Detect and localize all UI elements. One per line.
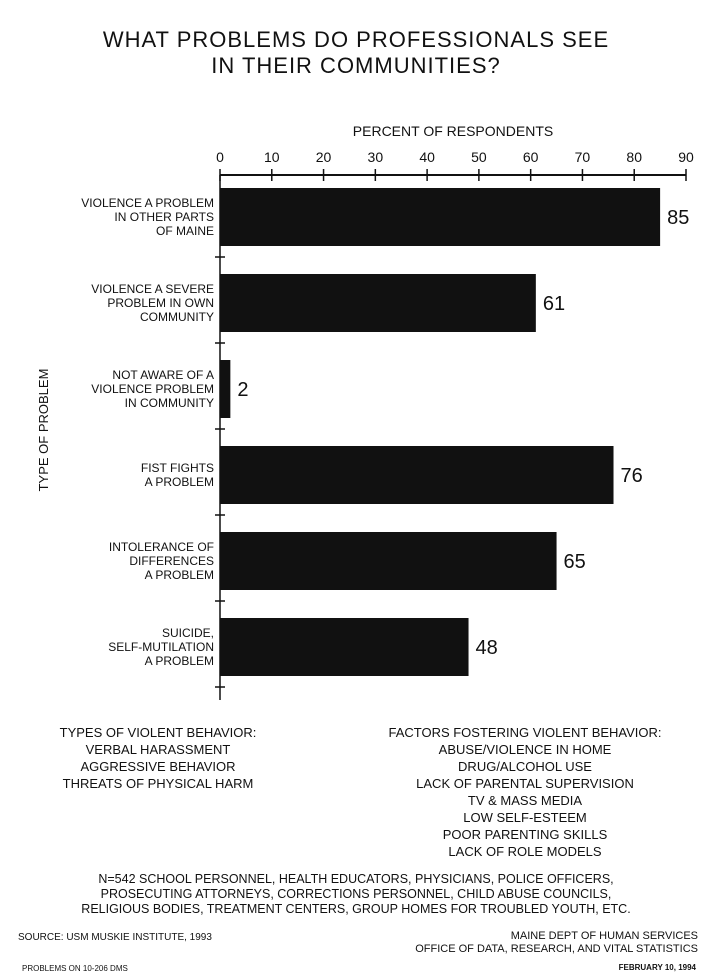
fostering-factors-list: FACTORS FOSTERING VIOLENT BEHAVIOR: ABUS… bbox=[350, 724, 700, 860]
category-label: A PROBLEM bbox=[145, 654, 214, 668]
category-label: VIOLENCE A SEVERE bbox=[91, 282, 214, 296]
category-label: A PROBLEM bbox=[145, 475, 214, 489]
category-label: DIFFERENCES bbox=[129, 554, 214, 568]
publisher-credit: MAINE DEPT OF HUMAN SERVICES OFFICE OF D… bbox=[415, 930, 698, 956]
x-axis-label: PERCENT OF RESPONDENTS bbox=[353, 123, 553, 139]
chart-title-line-1: WHAT PROBLEMS DO PROFESSIONALS SEE bbox=[102, 27, 610, 52]
category-label: NOT AWARE OF A bbox=[112, 368, 214, 382]
y-axis-label: TYPE OF PROBLEM bbox=[36, 369, 51, 492]
x-tick-label: 40 bbox=[419, 149, 435, 165]
x-tick-label: 70 bbox=[575, 149, 591, 165]
x-tick-label: 60 bbox=[523, 149, 539, 165]
factors-item: LACK OF ROLE MODELS bbox=[448, 844, 602, 859]
factors-item: DRUG/ALCOHOL USE bbox=[458, 759, 592, 774]
bar-value-label: 48 bbox=[476, 637, 498, 659]
bar-value-label: 65 bbox=[564, 551, 586, 573]
category-label: SELF-MUTILATION bbox=[108, 640, 214, 654]
factors-item: ABUSE/VIOLENCE IN HOME bbox=[438, 742, 612, 757]
bar-value-label: 85 bbox=[667, 207, 689, 229]
category-label: VIOLENCE A PROBLEM bbox=[81, 196, 214, 210]
x-tick-label: 0 bbox=[216, 149, 224, 165]
footnote-line: PROSECUTING ATTORNEYS, CORRECTIONS PERSO… bbox=[100, 887, 612, 901]
bar bbox=[220, 446, 614, 504]
bar-value-label: 61 bbox=[543, 293, 565, 315]
types-item: VERBAL HARASSMENT bbox=[85, 742, 231, 757]
types-item: AGGRESSIVE BEHAVIOR bbox=[80, 759, 236, 774]
bar bbox=[220, 188, 661, 246]
bar-value-label: 2 bbox=[237, 379, 248, 401]
footnote-line: RELIGIOUS BODIES, TREATMENT CENTERS, GRO… bbox=[81, 902, 631, 916]
publisher-line: OFFICE OF DATA, RESEARCH, AND VITAL STAT… bbox=[415, 943, 698, 955]
types-item: THREATS OF PHYSICAL HARM bbox=[62, 776, 254, 791]
x-tick-label: 50 bbox=[471, 149, 487, 165]
x-tick-label: 80 bbox=[626, 149, 642, 165]
x-axis: 0 10 20 30 40 50 60 70 80 90 bbox=[215, 149, 694, 700]
factors-heading: FACTORS FOSTERING VIOLENT BEHAVIOR: bbox=[388, 725, 662, 740]
source-citation: SOURCE: USM MUSKIE INSTITUTE, 1993 bbox=[18, 932, 212, 943]
x-tick-label: 30 bbox=[368, 149, 384, 165]
violent-behavior-types-list: TYPES OF VIOLENT BEHAVIOR: VERBAL HARASS… bbox=[28, 724, 288, 792]
x-tick-label: 10 bbox=[264, 149, 280, 165]
respondents-footnote: N=542 SCHOOL PERSONNEL, HEALTH EDUCATORS… bbox=[0, 872, 712, 917]
bar bbox=[220, 360, 231, 418]
chart-title-line-2: IN THEIR COMMUNITIES? bbox=[211, 53, 501, 78]
factors-item: LOW SELF-ESTEEM bbox=[463, 810, 587, 825]
publisher-line: MAINE DEPT OF HUMAN SERVICES bbox=[510, 930, 698, 942]
bar bbox=[220, 532, 557, 590]
category-label: IN OTHER PARTS bbox=[114, 210, 214, 224]
bar-value-label: 76 bbox=[621, 465, 643, 487]
footnote-line: N=542 SCHOOL PERSONNEL, HEALTH EDUCATORS… bbox=[98, 872, 614, 886]
category-label: A PROBLEM bbox=[145, 568, 214, 582]
types-heading: TYPES OF VIOLENT BEHAVIOR: bbox=[59, 725, 257, 740]
category-label: IN COMMUNITY bbox=[125, 396, 214, 410]
category-label: FIST FIGHTS bbox=[141, 461, 214, 475]
x-tick-label: 20 bbox=[316, 149, 332, 165]
factors-item: POOR PARENTING SKILLS bbox=[442, 827, 608, 842]
category-label: OF MAINE bbox=[156, 224, 214, 238]
category-label: PROBLEM IN OWN bbox=[107, 296, 214, 310]
category-label: COMMUNITY bbox=[140, 310, 214, 324]
factors-item: TV & MASS MEDIA bbox=[467, 793, 583, 808]
category-label: SUICIDE, bbox=[162, 626, 214, 640]
file-code: PROBLEMS ON 10-206 DMS bbox=[22, 964, 128, 973]
bar bbox=[220, 618, 469, 676]
bar-chart: PERCENT OF RESPONDENTS TYPE OF PROBLEM 0… bbox=[36, 123, 694, 700]
x-tick-label: 90 bbox=[678, 149, 694, 165]
category-label: VIOLENCE PROBLEM bbox=[91, 382, 214, 396]
publication-date: FEBRUARY 10, 1994 bbox=[618, 963, 696, 972]
category-label: INTOLERANCE OF bbox=[109, 540, 214, 554]
bar bbox=[220, 274, 536, 332]
factors-item: LACK OF PARENTAL SUPERVISION bbox=[416, 776, 634, 791]
